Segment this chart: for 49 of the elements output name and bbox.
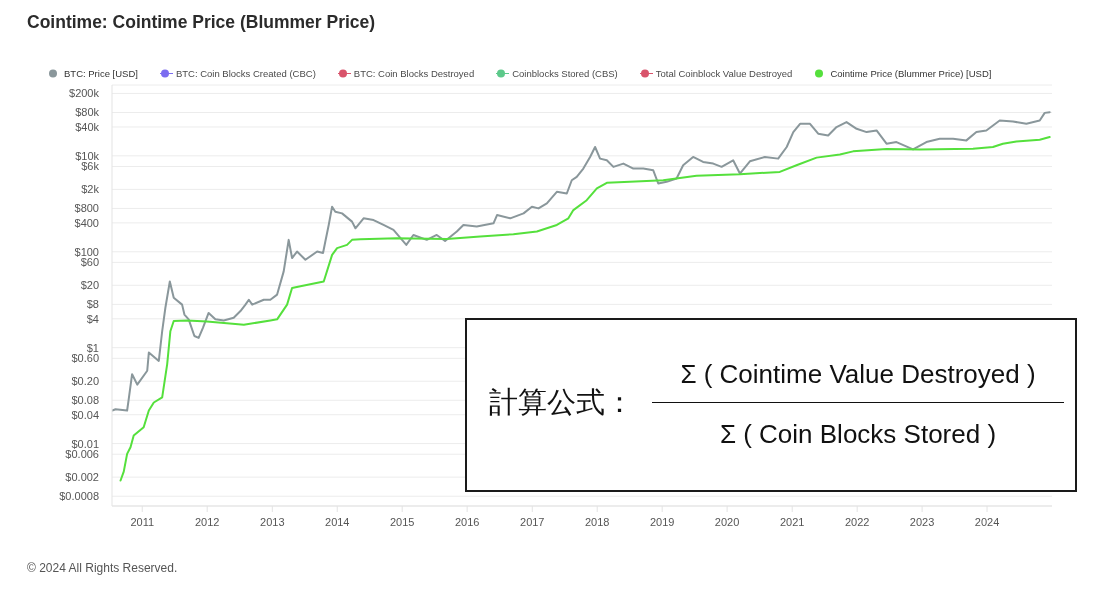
- legend-label: BTC: Coin Blocks Destroyed: [353, 68, 475, 79]
- y-tick-label: $0.60: [71, 352, 99, 365]
- x-tick-label: 2023: [909, 515, 935, 528]
- y-tick-label: $20: [80, 279, 99, 292]
- y-tick-label: $0.04: [71, 408, 99, 421]
- x-tick-label: 2011: [130, 515, 155, 528]
- y-tick-label: $80k: [75, 106, 100, 119]
- y-tick-label: $1: [86, 341, 99, 354]
- x-tick-label: 2021: [779, 515, 805, 528]
- text: © 2024 All Rights Reserved.: [27, 561, 178, 575]
- y-tick-label: $2k: [81, 183, 100, 196]
- legend-label: Cointime Price (Blummer Price) [USD]: [830, 68, 992, 79]
- chart-title: Cointime: Cointime Price (Blummer Price): [27, 12, 376, 32]
- annotation: Σ ( Cointime Value Destroyed ): [680, 359, 1036, 389]
- y-tick-label: $400: [74, 216, 99, 229]
- annotation: Σ ( Coin Blocks Stored ): [719, 419, 997, 449]
- y-tick-label: $0.20: [71, 375, 99, 388]
- legend-label: Coinblocks Stored (CBS): [512, 68, 618, 79]
- y-tick-label: $0.0008: [59, 490, 99, 503]
- y-tick-label: $40k: [75, 120, 100, 133]
- y-tick-label: $10k: [75, 149, 100, 162]
- x-tick-label: 2024: [974, 515, 1000, 528]
- y-tick-label: $60: [80, 256, 99, 269]
- x-tick-label: 2018: [584, 515, 610, 528]
- y-tick-label: $200k: [69, 87, 100, 100]
- x-tick-label: 2022: [844, 515, 870, 528]
- x-tick-label: 2016: [454, 515, 480, 528]
- x-tick-label: 2013: [260, 515, 285, 528]
- y-tick-label: $0.08: [71, 394, 99, 407]
- y-tick-label: $0.002: [65, 471, 99, 484]
- x-tick-label: 2019: [649, 515, 675, 528]
- y-tick-label: $0.01: [71, 437, 99, 450]
- legend-label: BTC: Coin Blocks Created (CBC): [175, 68, 316, 79]
- legend-label: Total Coinblock Value Destroyed: [655, 68, 793, 79]
- x-tick-label: 2012: [194, 515, 220, 528]
- x-tick-label: 2014: [325, 515, 350, 528]
- line-series: [119, 136, 1051, 482]
- annotation: 計算公式：: [489, 386, 634, 418]
- y-tick-label: $4: [86, 312, 99, 325]
- formula-box: 計算公式： Σ ( Cointime Value Destroyed ) Σ ( Coin Blocks Stored ): [465, 318, 1077, 492]
- y-tick-label: $8: [86, 298, 99, 311]
- y-tick-label: $800: [74, 202, 99, 215]
- x-tick-label: 2015: [389, 515, 415, 528]
- x-tick-label: 2017: [520, 515, 545, 528]
- y-tick-label: $0.006: [65, 448, 99, 461]
- y-tick-label: $6k: [81, 160, 100, 173]
- x-tick-label: 2020: [714, 515, 740, 528]
- y-tick-label: $100: [74, 245, 99, 258]
- legend-label: BTC: Price [USD]: [64, 68, 138, 79]
